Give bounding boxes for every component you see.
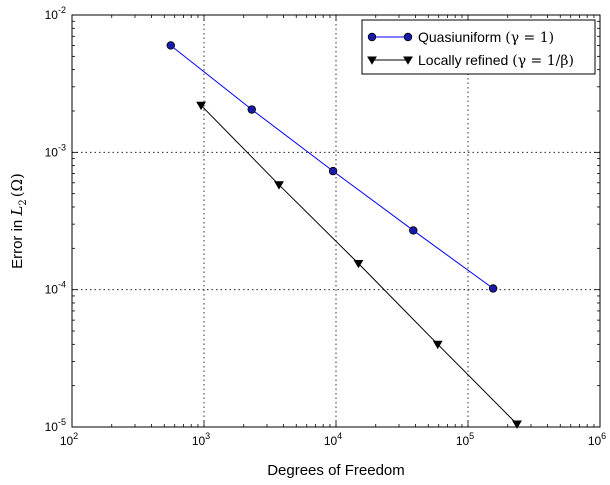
legend-marker-triangle <box>403 56 413 65</box>
y-tick-label: 10-3 <box>45 142 66 159</box>
series-layer <box>166 41 522 429</box>
data-point <box>196 101 206 111</box>
y-tick-label: 10-5 <box>45 417 66 434</box>
y-axis-label: Error in L2 (Ω) <box>8 173 29 269</box>
x-tick-label: 102 <box>60 431 78 448</box>
legend-label-quasiuniform: Quasiuniform (γ = 1) <box>418 29 554 46</box>
legend-marker-circle <box>367 32 377 42</box>
data-point <box>247 105 256 114</box>
legend-entry-locally-refined: Locally refined (γ = 1/β) <box>367 52 574 69</box>
x-tick-label: 105 <box>456 431 474 448</box>
series-quasiuniform <box>166 41 498 293</box>
legend-box <box>361 19 596 75</box>
legend-label-locally-refined: Locally refined (γ = 1/β) <box>418 52 574 69</box>
data-point <box>328 166 338 176</box>
legend-marker-circle <box>403 32 413 42</box>
y-axis-label-argument: (Ω) <box>8 173 26 197</box>
data-point <box>409 226 418 235</box>
legend-entry-quasiuniform: Quasiuniform (γ = 1) <box>367 29 554 46</box>
plot-frame <box>71 14 601 428</box>
series-locally-refined <box>196 101 522 429</box>
ticks: 102 103 104 105 106 10-5 10-4 10-3 10-2 <box>45 5 607 448</box>
y-tick-label: 10-4 <box>45 280 66 297</box>
grid <box>72 15 600 427</box>
legend-marker-triangle <box>367 56 377 65</box>
y-axis-label-symbol: L <box>8 206 26 217</box>
legend: Quasiuniform (γ = 1) Locally refined (γ = … <box>361 19 596 75</box>
x-tick-label: 104 <box>324 431 342 448</box>
y-axis-label-prefix: Error in <box>9 216 26 269</box>
x-axis-label: Degrees of Freedom <box>267 462 405 479</box>
data-point <box>166 41 175 50</box>
data-point <box>512 420 522 429</box>
y-axis-label-subscript: 2 <box>18 199 29 205</box>
data-point <box>488 284 498 293</box>
data-point <box>353 259 364 269</box>
y-tick-label: 10-2 <box>45 5 66 22</box>
data-point <box>274 181 284 190</box>
x-tick-label: 103 <box>192 431 210 448</box>
x-tick-label: 106 <box>588 431 606 448</box>
data-point <box>432 340 443 350</box>
series-line <box>170 45 494 289</box>
